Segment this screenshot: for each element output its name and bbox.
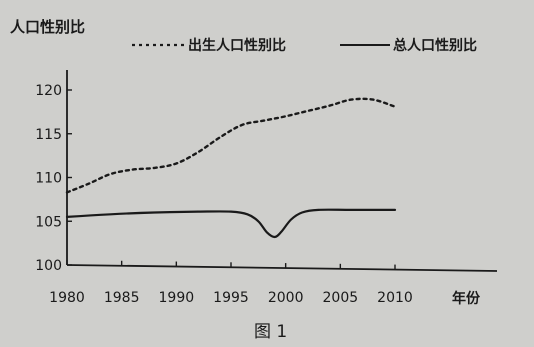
x-tick-label: 1980	[49, 290, 85, 306]
y-tick-label: 110	[35, 171, 62, 187]
y-axis-label: 人口性别比	[10, 18, 85, 36]
y-tick-label: 105	[35, 214, 62, 230]
legend-label-total-ratio: 总人口性别比	[393, 37, 477, 54]
x-tick-label: 1985	[104, 290, 140, 306]
legend-label-birth-ratio: 出生人口性别比	[188, 37, 286, 54]
x-tick-label: 1995	[213, 290, 249, 306]
x-tick-label: 1990	[159, 290, 195, 306]
y-tick-label: 115	[35, 127, 62, 143]
x-axis-line	[66, 264, 498, 272]
y-tick-label: 120	[35, 83, 62, 99]
x-tick-label: 2000	[268, 290, 304, 306]
x-tick-label: 2010	[377, 290, 413, 306]
series-line-birth-ratio	[65, 97, 397, 194]
series-line-total-ratio	[65, 208, 397, 239]
series-layer	[65, 97, 397, 239]
x-ticks: 1980 1985 1990 1995 2000 2005 2010	[49, 260, 413, 306]
figure-caption: 图 1	[254, 322, 287, 342]
y-ticks: 100 105 110 115 120	[35, 83, 72, 274]
legend: 出生人口性别比 总人口性别比	[132, 37, 477, 54]
y-tick-label: 100	[35, 258, 62, 274]
x-tick-label: 2005	[323, 290, 359, 306]
x-axis-label: 年份	[452, 290, 481, 307]
